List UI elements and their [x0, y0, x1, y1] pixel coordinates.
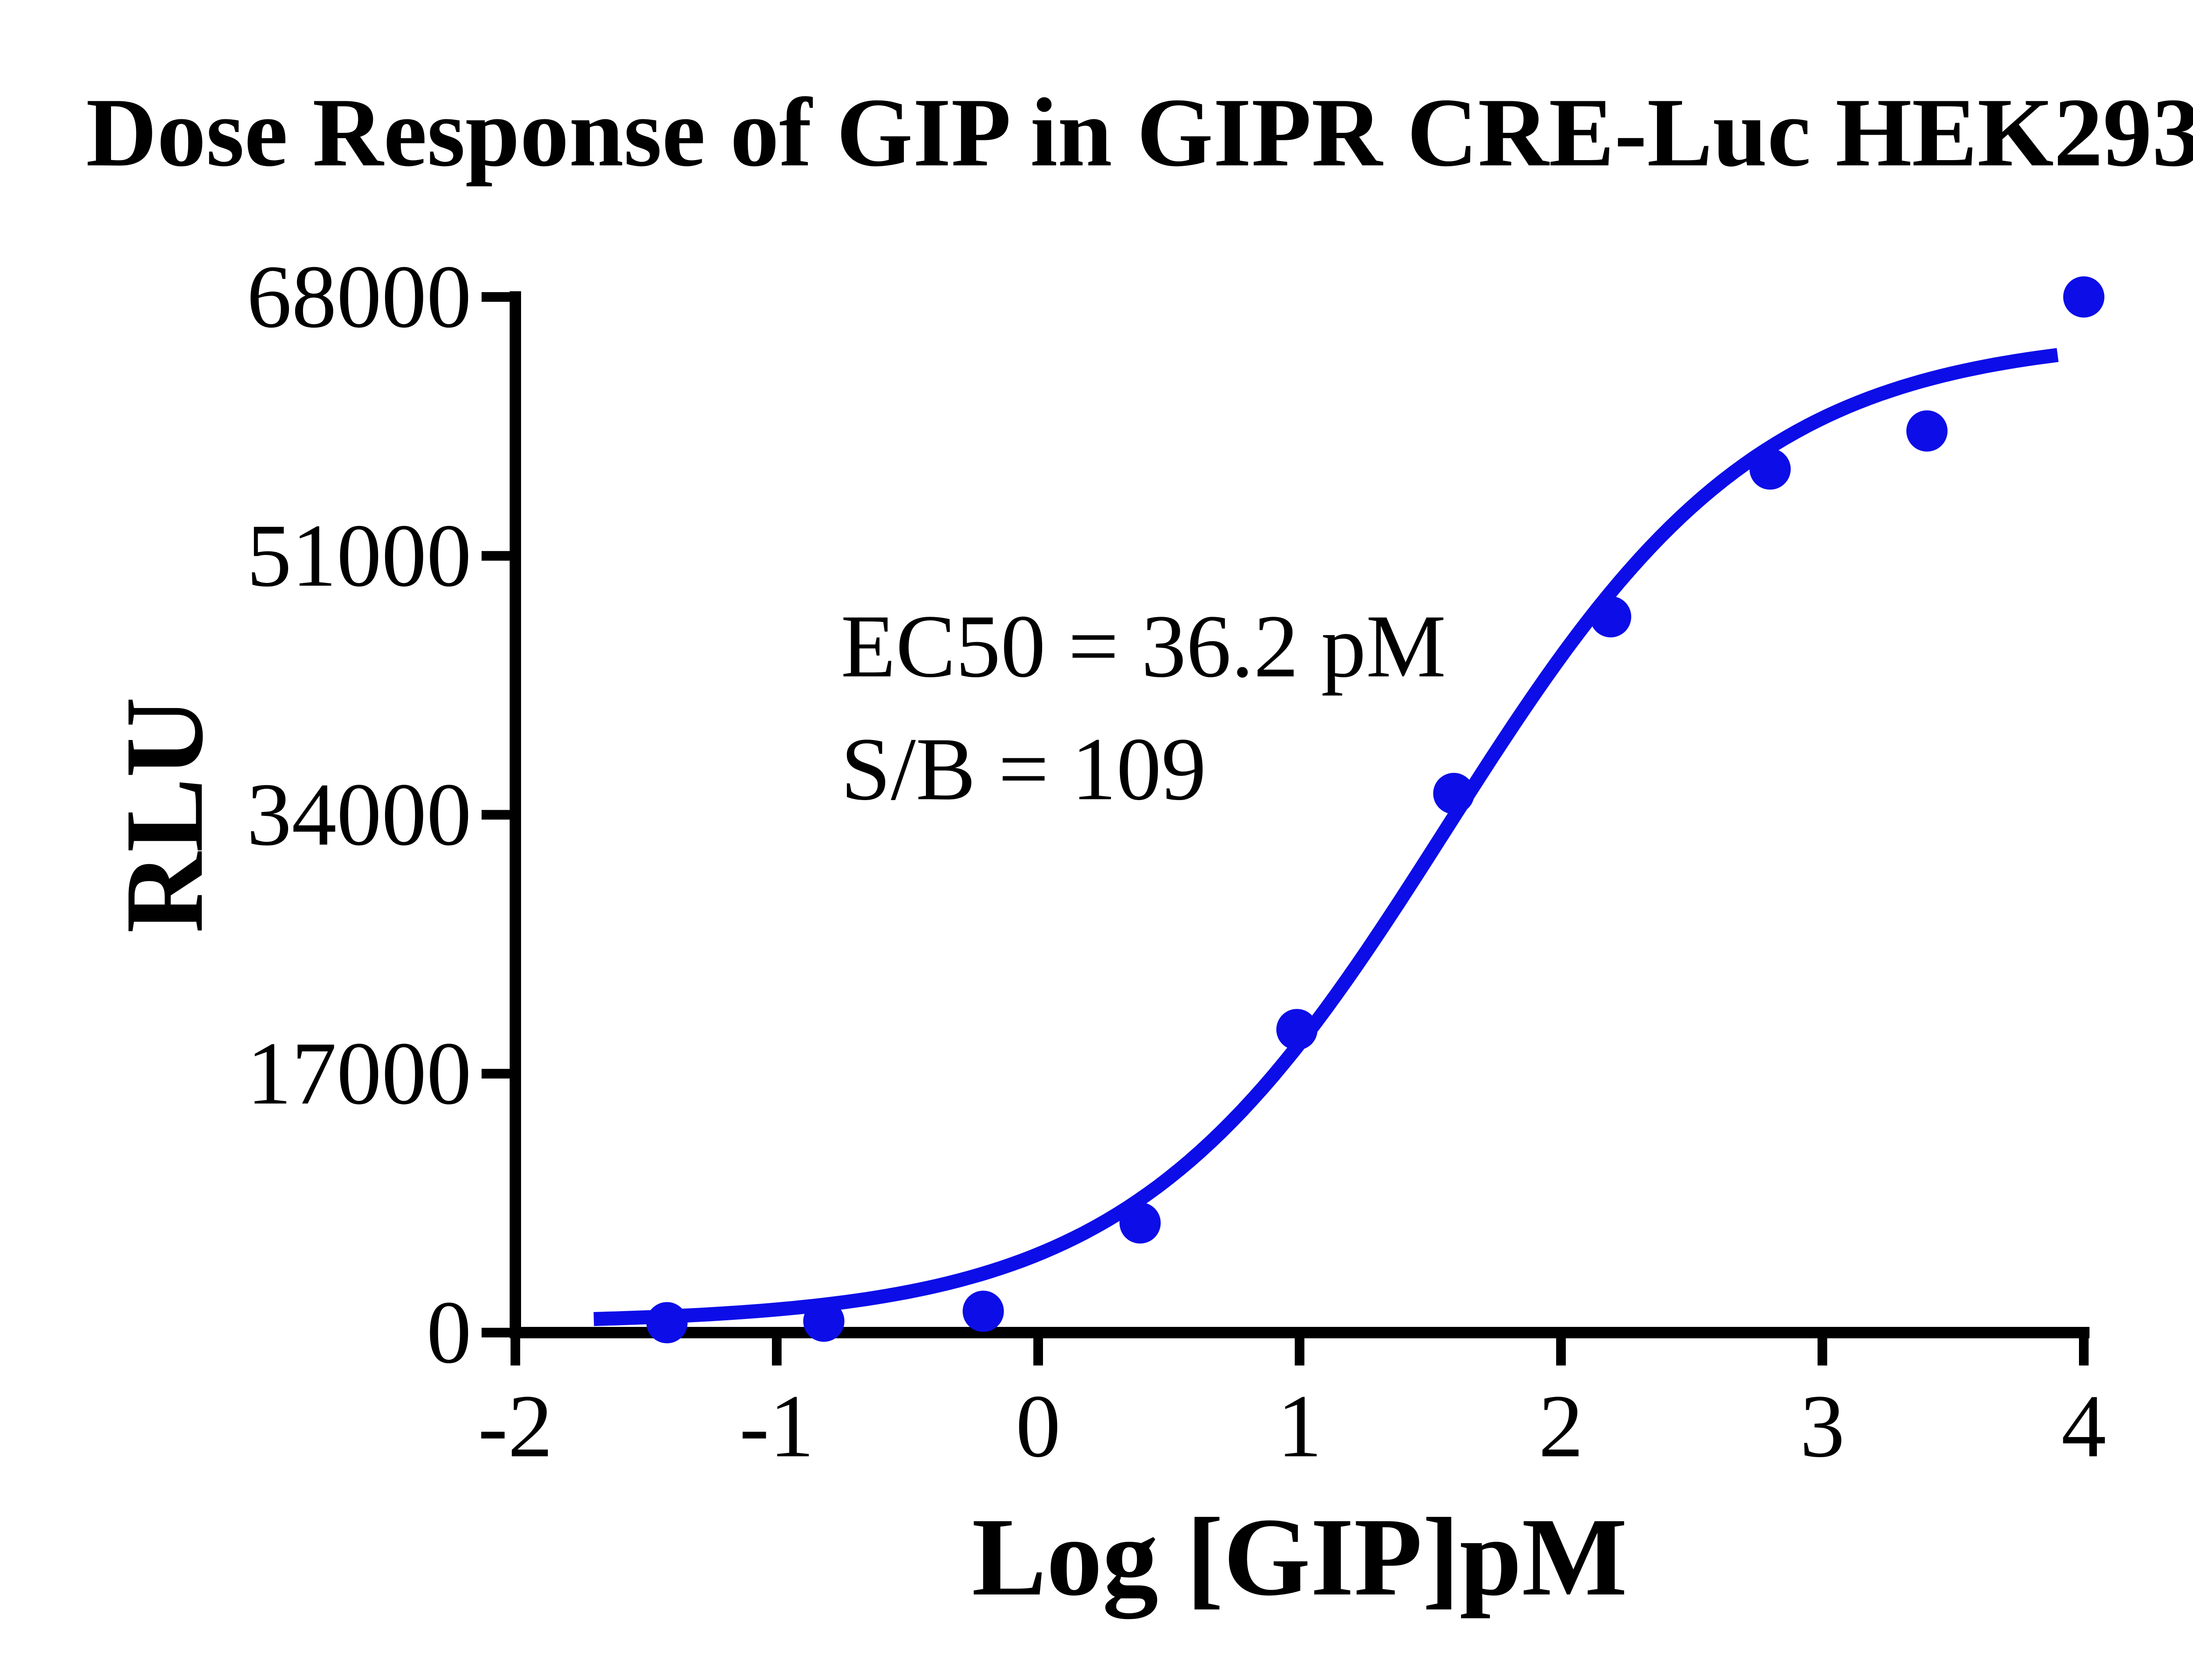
data-point [803, 1301, 845, 1342]
data-point [1590, 596, 1632, 638]
y-tick-label: 68000 [247, 247, 472, 347]
x-tick [772, 1337, 782, 1365]
y-tick [482, 551, 510, 561]
y-tick [482, 1328, 510, 1337]
annotation-ec50: EC50 = 36.2 pM [841, 597, 1446, 696]
x-tick-label: 2 [1539, 1376, 1584, 1476]
y-tick-label: 34000 [247, 765, 472, 865]
y-tick [482, 292, 510, 302]
y-axis-title: RLU [103, 697, 226, 933]
fit-curve [593, 348, 2059, 1326]
x-tick [511, 1337, 520, 1365]
data-point [962, 1290, 1004, 1332]
axes: -2 -1 0 1 2 3 4 0 17000 34000 51000 68000 [247, 247, 2107, 1476]
annotation-sb: S/B = 109 [841, 719, 1206, 819]
x-axis-line [510, 1327, 2089, 1338]
y-tick [482, 810, 510, 820]
y-tick-label: 51000 [247, 506, 472, 605]
x-tick-label: 4 [2061, 1376, 2107, 1476]
y-tick-label: 17000 [247, 1024, 472, 1123]
data-point [1119, 1202, 1161, 1244]
x-tick-label: 0 [1016, 1376, 1061, 1476]
x-tick-label: 1 [1277, 1376, 1322, 1476]
x-tick [1556, 1337, 1566, 1365]
x-tick [1295, 1337, 1304, 1365]
x-tick [1818, 1337, 1827, 1365]
data-point [1906, 410, 1948, 452]
chart-title: Dose Response of GIP in GIPR CRE-Luc HEK… [86, 78, 2193, 187]
data-point [1276, 1009, 1318, 1051]
y-tick-label: 0 [427, 1283, 472, 1382]
x-tick [2079, 1337, 2089, 1365]
x-tick [1033, 1337, 1043, 1365]
plot-area [593, 276, 2104, 1344]
data-point [1433, 772, 1475, 814]
y-tick [482, 1069, 510, 1079]
y-axis-line [510, 291, 521, 1338]
data-point [1749, 448, 1791, 490]
x-tick-label: -1 [739, 1376, 814, 1476]
x-tick-label: -2 [478, 1376, 553, 1476]
x-axis-title: Log [GIP]pM [972, 1495, 1628, 1619]
data-point [2063, 276, 2104, 318]
data-point [646, 1302, 688, 1344]
x-tick-label: 3 [1800, 1376, 1845, 1476]
